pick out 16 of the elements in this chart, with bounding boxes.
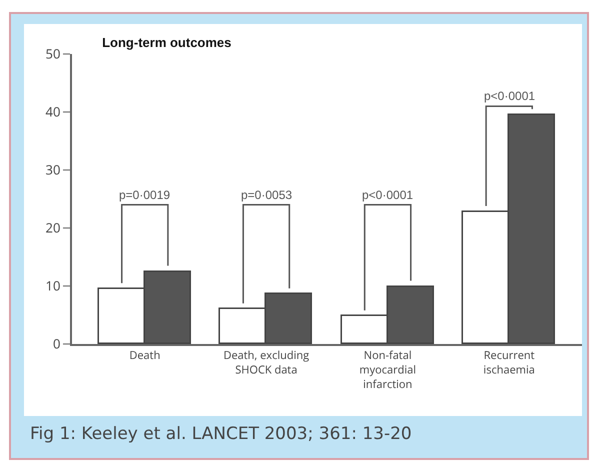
y-tick-label: 0 bbox=[52, 334, 60, 353]
x-tick-label: Death, excluding SHOCK data bbox=[223, 348, 310, 378]
annotation: p=0·0053 bbox=[241, 188, 292, 202]
annotation: p=0·0019 bbox=[119, 188, 170, 202]
y-tick-label: 40 bbox=[46, 102, 60, 121]
y-tick-label: 50 bbox=[46, 44, 60, 63]
x-tick-label: Death bbox=[129, 348, 160, 364]
x-tick-label: Non-fatal myocardial infarction bbox=[359, 348, 416, 392]
caption: Fig 1: Keeley et al. LANCET 2003; 361: 13-20 bbox=[30, 424, 412, 444]
x-tick-label: Recurrent ischaemia bbox=[483, 348, 535, 378]
y-tick-label: 20 bbox=[46, 218, 60, 237]
annotation: p<0·0001 bbox=[362, 188, 414, 202]
y-tick-label: 30 bbox=[46, 160, 60, 179]
chart-title: Long-term outcomes bbox=[102, 34, 232, 50]
y-tick-label: 10 bbox=[46, 276, 60, 295]
annotation: p<0·0001 bbox=[484, 89, 536, 103]
